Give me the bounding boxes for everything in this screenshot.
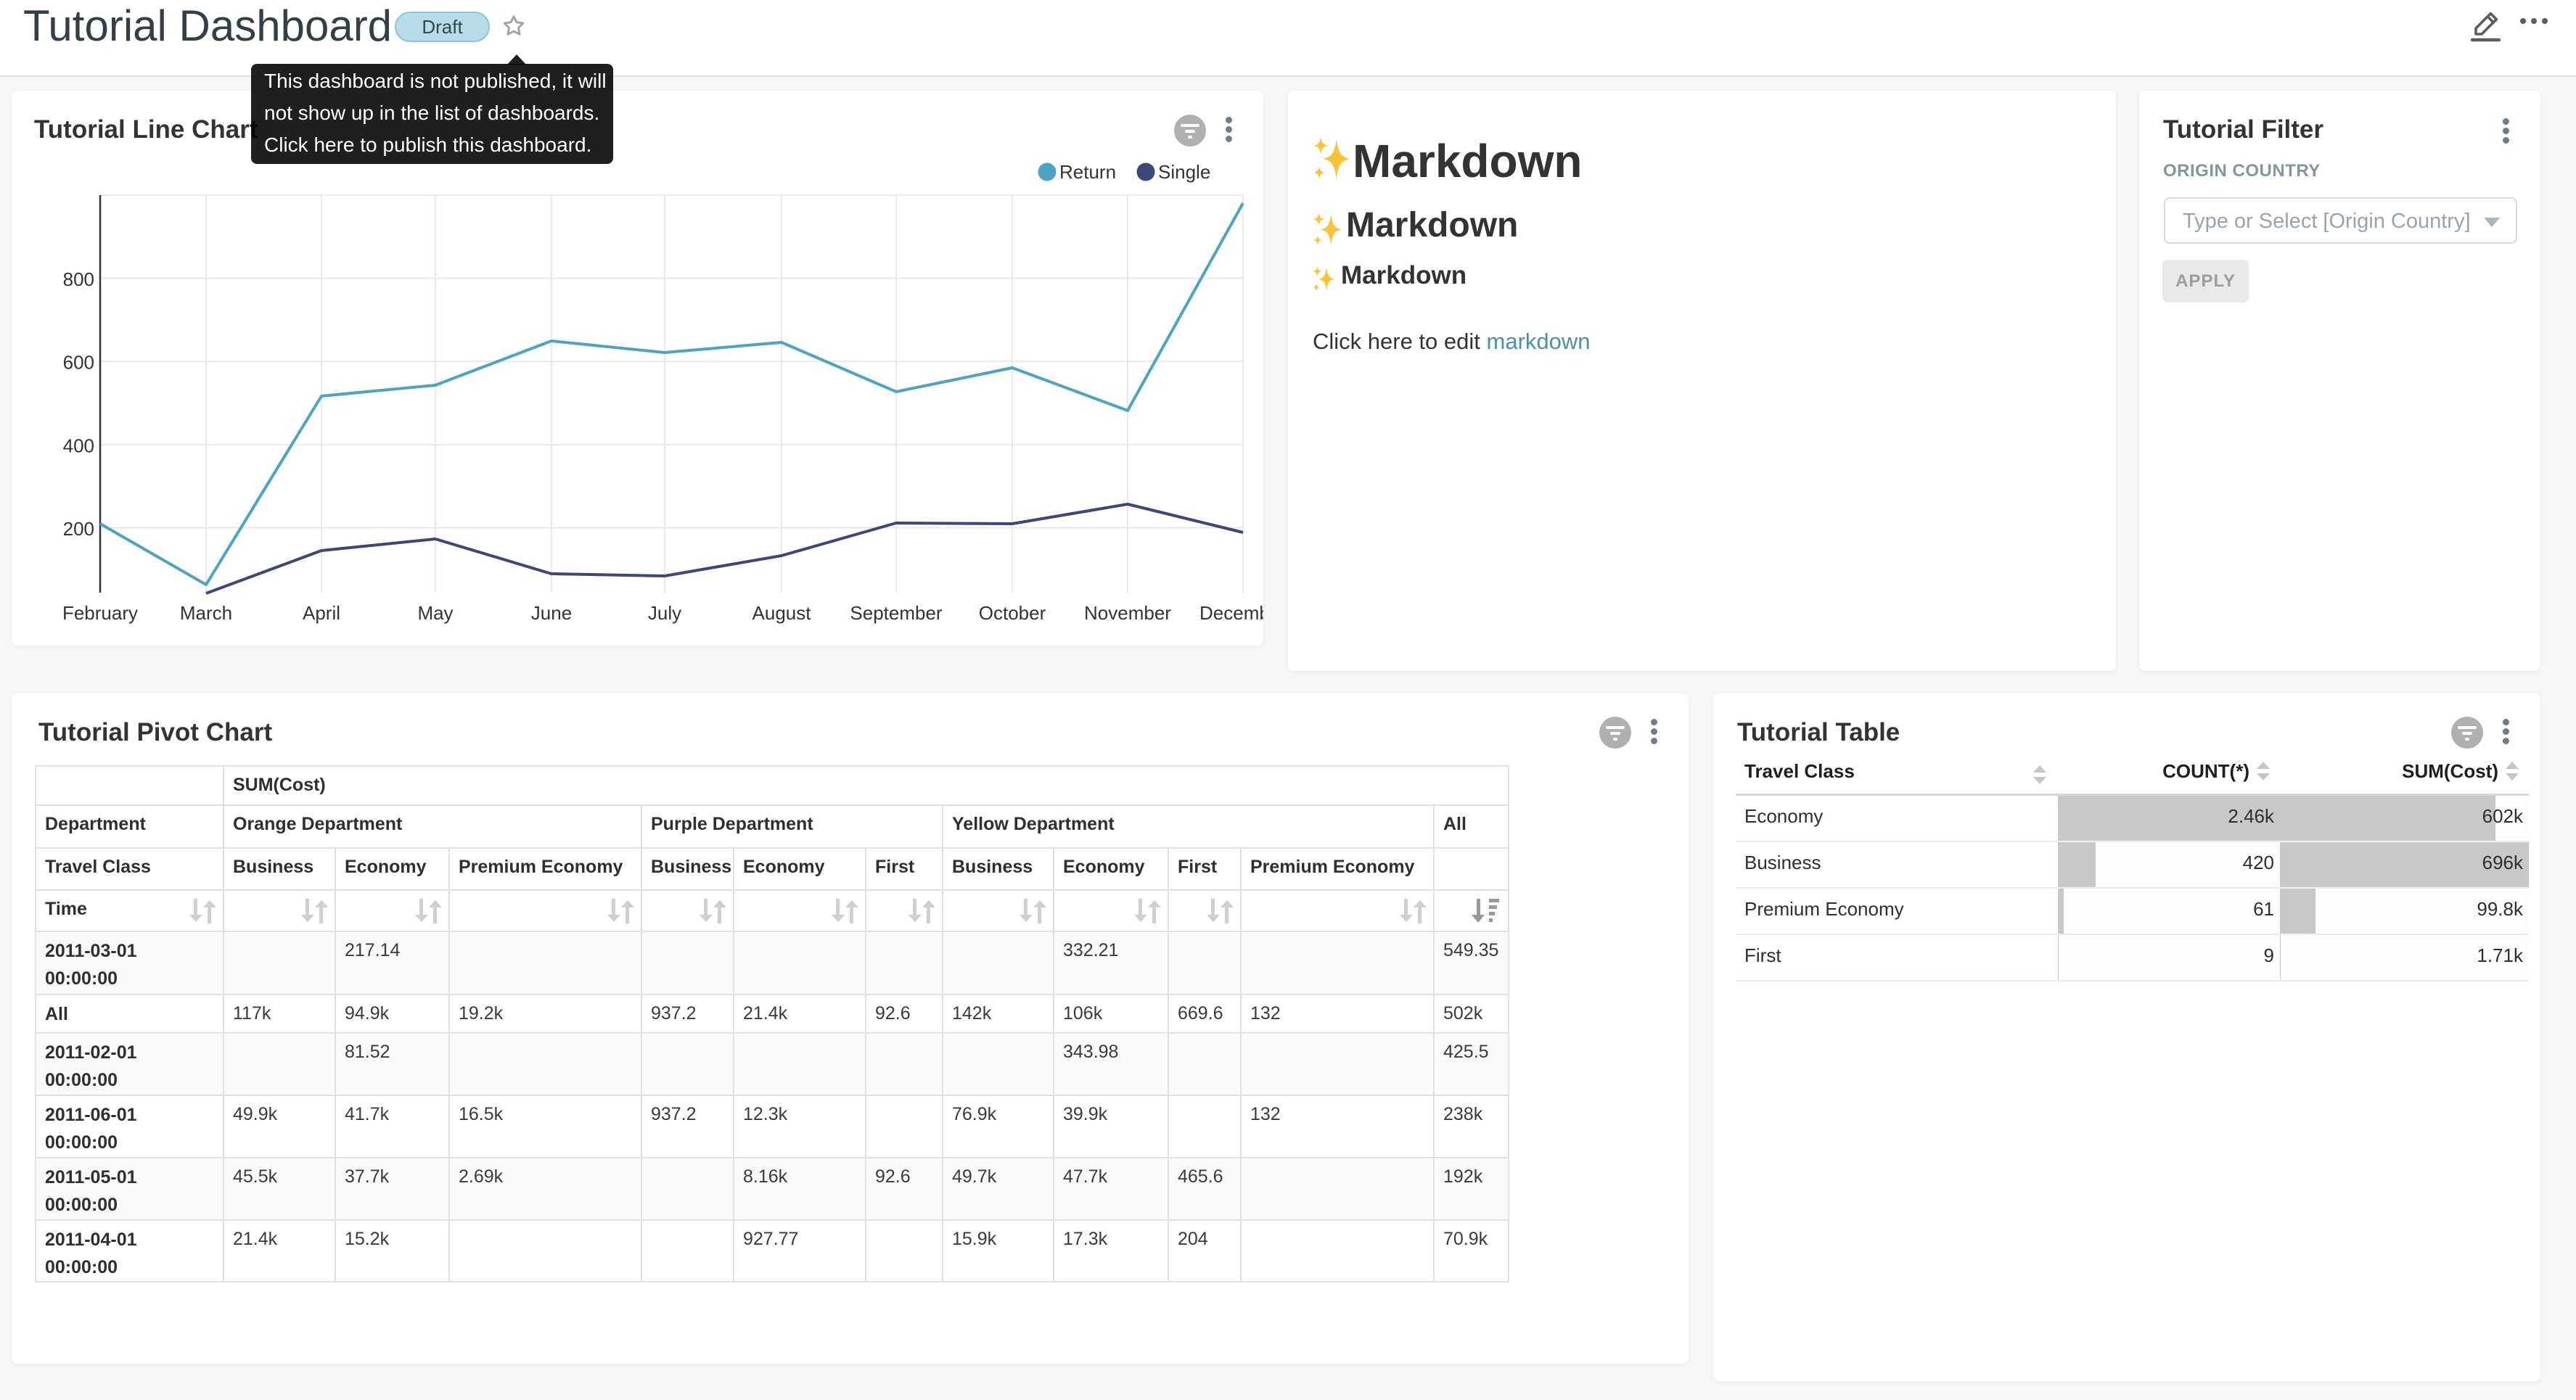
svg-text:February: February — [62, 602, 138, 624]
svg-text:June: June — [531, 602, 572, 624]
svg-text:600: 600 — [63, 352, 94, 374]
svg-text:July: July — [648, 602, 681, 624]
svg-text:May: May — [417, 602, 453, 624]
svg-text:August: August — [752, 602, 812, 624]
svg-text:March: March — [180, 602, 232, 624]
svg-text:September: September — [850, 602, 943, 624]
svg-text:December: December — [1199, 602, 1263, 624]
svg-text:November: November — [1084, 602, 1171, 624]
svg-text:200: 200 — [63, 518, 94, 540]
svg-text:Return: Return — [1059, 161, 1116, 183]
svg-text:400: 400 — [63, 435, 94, 456]
svg-text:October: October — [979, 602, 1046, 624]
svg-text:800: 800 — [63, 268, 94, 290]
svg-text:Single: Single — [1158, 161, 1210, 183]
svg-text:April: April — [303, 602, 340, 624]
